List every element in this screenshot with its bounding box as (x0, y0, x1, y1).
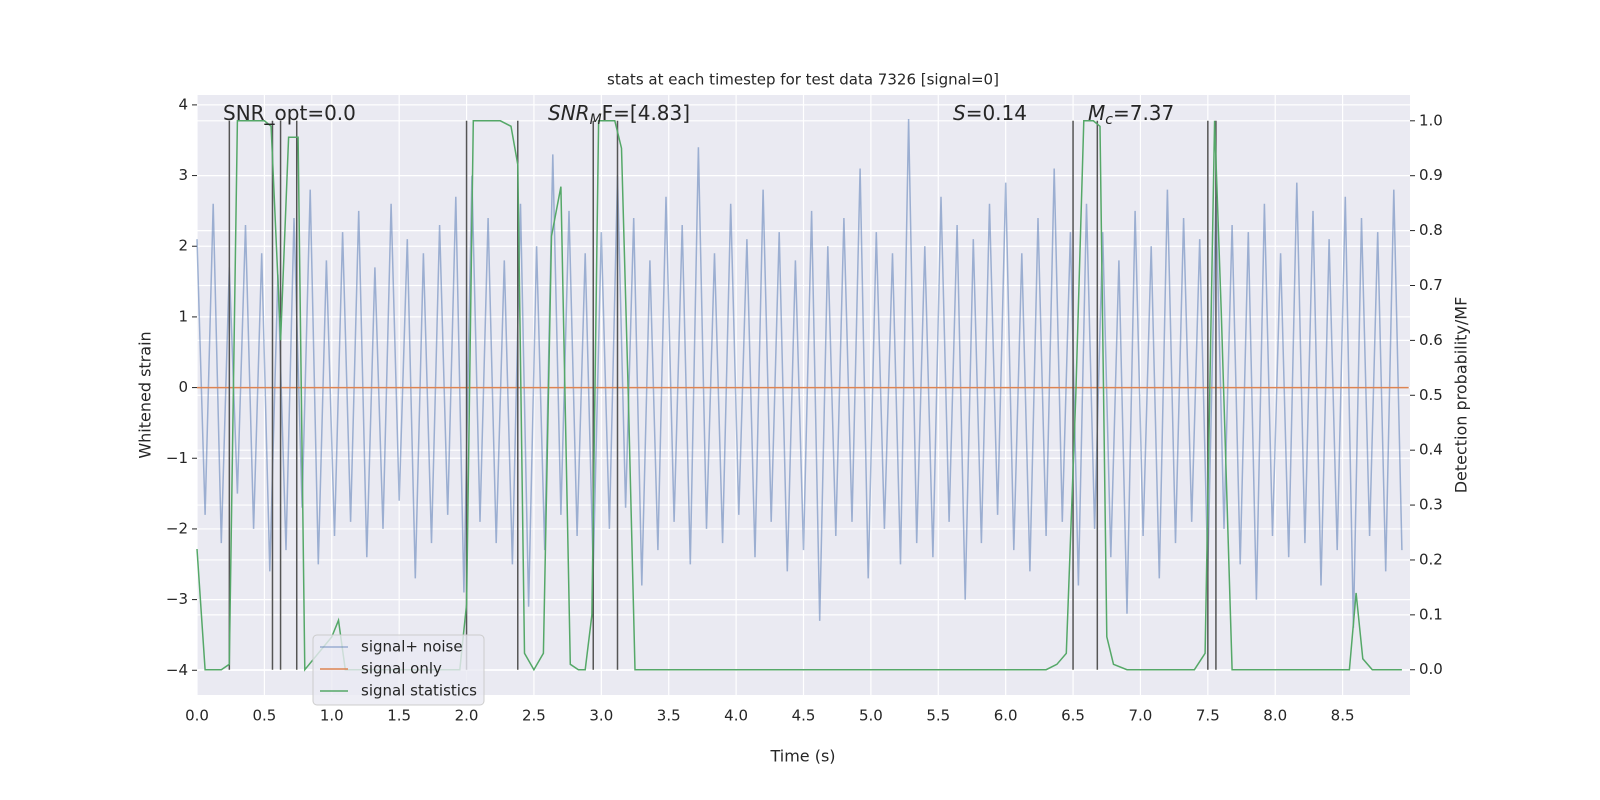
y2-tick-label: 0.6 (1419, 331, 1443, 349)
chart-title: stats at each timestep for test data 732… (607, 71, 999, 89)
x-tick-label: 5.5 (926, 707, 950, 725)
x-tick-label: 0.5 (252, 707, 276, 725)
y-tick-label: 0 (178, 378, 188, 396)
y2-tick-label: 0.2 (1419, 550, 1443, 568)
y2-axis-label: Detection probability/MF (1452, 297, 1471, 494)
annotation: S=0.14 (953, 101, 1027, 125)
annotation-rest: =7.37 (1113, 101, 1174, 125)
annotation-text: S (953, 101, 966, 125)
annotation: SNR_opt=0.0 (223, 101, 356, 125)
legend-label: signal statistics (361, 682, 477, 700)
y-tick-label: −4 (166, 661, 188, 679)
x-tick-label: 4.5 (792, 707, 816, 725)
y2-tick-label: 0.5 (1419, 386, 1443, 404)
y-tick-label: 4 (178, 95, 188, 113)
annotation-text: SNR_opt=0.0 (223, 101, 356, 125)
x-tick-label: 8.0 (1263, 707, 1287, 725)
x-tick-label: 3.0 (589, 707, 613, 725)
x-tick-label: 6.5 (1061, 707, 1085, 725)
x-tick-label: 4.0 (724, 707, 748, 725)
x-tick-label: 5.0 (859, 707, 883, 725)
x-tick-label: 0.0 (185, 707, 209, 725)
x-tick-label: 8.5 (1331, 707, 1355, 725)
legend-box (312, 634, 485, 706)
legend-label: signal+ noise (361, 638, 463, 656)
annotation-sub: c (1105, 112, 1113, 128)
x-tick-label: 3.5 (657, 707, 681, 725)
y2-tick-label: 0.0 (1419, 660, 1443, 678)
series-line (196, 118, 1403, 628)
x-axis-label: Time (s) (769, 747, 835, 766)
y2-tick-label: 0.7 (1419, 276, 1443, 294)
annotation-rest: =0.14 (966, 101, 1027, 125)
x-tick-label: 1.5 (387, 707, 411, 725)
legend-label: signal only (361, 660, 442, 678)
x-tick-label: 1.0 (320, 707, 344, 725)
x-tick-label: 2.0 (455, 707, 479, 725)
x-tick-label: 7.0 (1129, 707, 1153, 725)
x-tick-label: 2.5 (522, 707, 546, 725)
y-axis-label: Whitened strain (136, 331, 155, 458)
x-tick-label: 7.5 (1196, 707, 1220, 725)
y-tick-label: −3 (166, 590, 188, 608)
y-tick-label: −2 (166, 519, 188, 537)
y-tick-label: 1 (178, 307, 188, 325)
y2-tick-label: 0.8 (1419, 221, 1443, 239)
y2-tick-label: 0.3 (1419, 496, 1443, 514)
y2-tick-label: 1.0 (1419, 111, 1443, 129)
y-tick-label: 2 (178, 237, 188, 255)
annotation-sub: M (590, 112, 602, 128)
y2-tick-label: 0.1 (1419, 605, 1443, 623)
annotation: Mc=7.37 (1088, 101, 1174, 129)
annotation-rest: F=[4.83] (602, 101, 690, 125)
annotation-text: SNR (548, 101, 590, 125)
annotation-text: M (1088, 101, 1105, 125)
series-line (196, 120, 1402, 672)
y-tick-label: 3 (178, 166, 188, 184)
annotation: SNRMF=[4.83] (548, 101, 690, 129)
y-tick-label: −1 (166, 449, 188, 467)
x-tick-label: 6.0 (994, 707, 1018, 725)
y2-tick-label: 0.9 (1419, 166, 1443, 184)
y2-tick-label: 0.4 (1419, 441, 1443, 459)
